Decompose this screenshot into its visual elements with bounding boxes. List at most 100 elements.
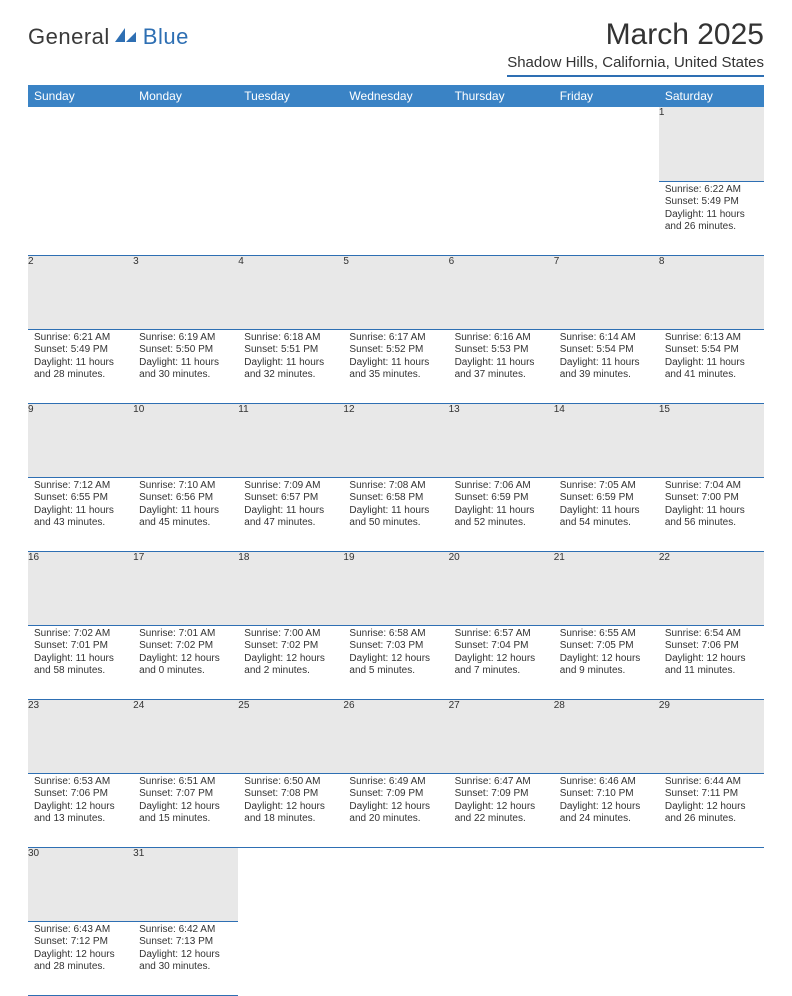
day-cell bbox=[133, 181, 238, 255]
daylight-text: Daylight: 11 hours and 50 minutes. bbox=[349, 505, 442, 530]
day-number-cell: 3 bbox=[133, 255, 238, 329]
weekday-header-row: Sunday Monday Tuesday Wednesday Thursday… bbox=[28, 85, 764, 107]
day-cell: Sunrise: 6:43 AMSunset: 7:12 PMDaylight:… bbox=[28, 921, 133, 995]
sunrise-text: Sunrise: 7:00 AM bbox=[244, 628, 337, 641]
day-cell bbox=[343, 921, 448, 995]
sunset-text: Sunset: 6:55 PM bbox=[34, 492, 127, 505]
day-number-cell bbox=[238, 847, 343, 921]
sunrise-text: Sunrise: 6:47 AM bbox=[455, 776, 548, 789]
day-number-cell: 19 bbox=[343, 551, 448, 625]
day-number-cell: 12 bbox=[343, 403, 448, 477]
day-cell bbox=[449, 921, 554, 995]
sunrise-text: Sunrise: 7:01 AM bbox=[139, 628, 232, 641]
logo-text-blue: Blue bbox=[143, 24, 189, 50]
day-number-cell bbox=[449, 107, 554, 181]
sunrise-text: Sunrise: 7:06 AM bbox=[455, 480, 548, 493]
sunset-text: Sunset: 6:59 PM bbox=[560, 492, 653, 505]
sunrise-text: Sunrise: 6:50 AM bbox=[244, 776, 337, 789]
header: General Blue March 2025 Shadow Hills, Ca… bbox=[28, 18, 764, 77]
sunset-text: Sunset: 5:50 PM bbox=[139, 344, 232, 357]
day-number-cell: 9 bbox=[28, 403, 133, 477]
sunrise-text: Sunrise: 6:51 AM bbox=[139, 776, 232, 789]
day-cell: Sunrise: 6:19 AMSunset: 5:50 PMDaylight:… bbox=[133, 329, 238, 403]
day-number-cell: 28 bbox=[554, 699, 659, 773]
day-number-cell: 15 bbox=[659, 403, 764, 477]
sunset-text: Sunset: 7:09 PM bbox=[455, 788, 548, 801]
day-number-cell: 24 bbox=[133, 699, 238, 773]
sunset-text: Sunset: 5:52 PM bbox=[349, 344, 442, 357]
daylight-text: Daylight: 12 hours and 26 minutes. bbox=[665, 801, 758, 826]
daylight-text: Daylight: 11 hours and 39 minutes. bbox=[560, 357, 653, 382]
sunset-text: Sunset: 7:04 PM bbox=[455, 640, 548, 653]
day-number-cell: 25 bbox=[238, 699, 343, 773]
daylight-text: Daylight: 12 hours and 11 minutes. bbox=[665, 653, 758, 678]
day-number-cell bbox=[343, 107, 448, 181]
sunrise-text: Sunrise: 6:21 AM bbox=[34, 332, 127, 345]
sunset-text: Sunset: 7:00 PM bbox=[665, 492, 758, 505]
day-cell bbox=[554, 921, 659, 995]
day-number-cell bbox=[238, 107, 343, 181]
daylight-text: Daylight: 12 hours and 22 minutes. bbox=[455, 801, 548, 826]
week-row: Sunrise: 6:53 AMSunset: 7:06 PM Daylight:… bbox=[28, 773, 764, 847]
day-cell bbox=[343, 181, 448, 255]
sunrise-text: Sunrise: 6:43 AM bbox=[34, 924, 127, 937]
week-row: Sunrise: 6:21 AMSunset: 5:49 PM Daylight:… bbox=[28, 329, 764, 403]
day-number-cell bbox=[28, 107, 133, 181]
sunset-text: Sunset: 7:06 PM bbox=[34, 788, 127, 801]
day-cell: Sunrise: 7:02 AMSunset: 7:01 PMDaylight:… bbox=[28, 625, 133, 699]
sunset-text: Sunset: 6:57 PM bbox=[244, 492, 337, 505]
day-cell: Sunrise: 6:51 AMSunset: 7:07 PMDaylight:… bbox=[133, 773, 238, 847]
day-cell: Sunrise: 6:58 AMSunset: 7:03 PMDaylight:… bbox=[343, 625, 448, 699]
sunset-text: Sunset: 5:54 PM bbox=[665, 344, 758, 357]
day-number-cell: 31 bbox=[133, 847, 238, 921]
day-number-cell: 18 bbox=[238, 551, 343, 625]
day-number-cell bbox=[343, 847, 448, 921]
sunrise-text: Sunrise: 6:42 AM bbox=[139, 924, 232, 937]
day-number-cell bbox=[449, 847, 554, 921]
day-number-cell: 2 bbox=[28, 255, 133, 329]
sunset-text: Sunset: 5:53 PM bbox=[455, 344, 548, 357]
day-cell bbox=[449, 181, 554, 255]
week-row: Sunrise: 6:43 AMSunset: 7:12 PMDaylight:… bbox=[28, 921, 764, 995]
daynum-row: 3031 bbox=[28, 847, 764, 921]
daylight-text: Daylight: 11 hours and 30 minutes. bbox=[139, 357, 232, 382]
daylight-text: Daylight: 11 hours and 32 minutes. bbox=[244, 357, 337, 382]
daylight-text: Daylight: 12 hours and 15 minutes. bbox=[139, 801, 232, 826]
day-number-cell: 30 bbox=[28, 847, 133, 921]
sunset-text: Sunset: 7:09 PM bbox=[349, 788, 442, 801]
day-cell: Sunrise: 6:18 AMSunset: 5:51 PMDaylight:… bbox=[238, 329, 343, 403]
daylight-text: Daylight: 11 hours and 52 minutes. bbox=[455, 505, 548, 530]
sunset-text: Sunset: 6:59 PM bbox=[455, 492, 548, 505]
sunrise-text: Sunrise: 6:55 AM bbox=[560, 628, 653, 641]
week-row: Sunrise: 6:22 AMSunset: 5:49 PMDaylight:… bbox=[28, 181, 764, 255]
daylight-text: Daylight: 12 hours and 28 minutes. bbox=[34, 949, 127, 974]
sunset-text: Sunset: 5:49 PM bbox=[665, 196, 758, 209]
sunset-text: Sunset: 5:49 PM bbox=[34, 344, 127, 357]
day-cell: Sunrise: 6:54 AMSunset: 7:06 PMDaylight:… bbox=[659, 625, 764, 699]
sunrise-text: Sunrise: 6:54 AM bbox=[665, 628, 758, 641]
day-cell: Sunrise: 6:53 AMSunset: 7:06 PMDaylight:… bbox=[28, 773, 133, 847]
sunrise-text: Sunrise: 7:12 AM bbox=[34, 480, 127, 493]
daylight-text: Daylight: 12 hours and 0 minutes. bbox=[139, 653, 232, 678]
sunset-text: Sunset: 7:06 PM bbox=[665, 640, 758, 653]
sunrise-text: Sunrise: 6:53 AM bbox=[34, 776, 127, 789]
sunset-text: Sunset: 7:07 PM bbox=[139, 788, 232, 801]
day-cell: Sunrise: 7:10 AMSunset: 6:56 PMDaylight:… bbox=[133, 477, 238, 551]
daylight-text: Daylight: 12 hours and 9 minutes. bbox=[560, 653, 653, 678]
daylight-text: Daylight: 11 hours and 56 minutes. bbox=[665, 505, 758, 530]
logo-sail-icon bbox=[113, 26, 139, 44]
day-cell: Sunrise: 7:06 AMSunset: 6:59 PMDaylight:… bbox=[449, 477, 554, 551]
daynum-row: 16171819202122 bbox=[28, 551, 764, 625]
weekday-header: Wednesday bbox=[343, 85, 448, 107]
title-block: March 2025 Shadow Hills, California, Uni… bbox=[507, 18, 764, 77]
weekday-header: Tuesday bbox=[238, 85, 343, 107]
day-cell: Sunrise: 6:14 AMSunset: 5:54 PMDaylight:… bbox=[554, 329, 659, 403]
day-cell: Sunrise: 6:49 AMSunset: 7:09 PMDaylight:… bbox=[343, 773, 448, 847]
day-cell: Sunrise: 7:00 AMSunset: 7:02 PMDaylight:… bbox=[238, 625, 343, 699]
sunrise-text: Sunrise: 6:17 AM bbox=[349, 332, 442, 345]
daynum-row: 23242526272829 bbox=[28, 699, 764, 773]
sunrise-text: Sunrise: 6:49 AM bbox=[349, 776, 442, 789]
day-number-cell: 8 bbox=[659, 255, 764, 329]
day-cell: Sunrise: 6:55 AMSunset: 7:05 PMDaylight:… bbox=[554, 625, 659, 699]
sunrise-text: Sunrise: 6:57 AM bbox=[455, 628, 548, 641]
